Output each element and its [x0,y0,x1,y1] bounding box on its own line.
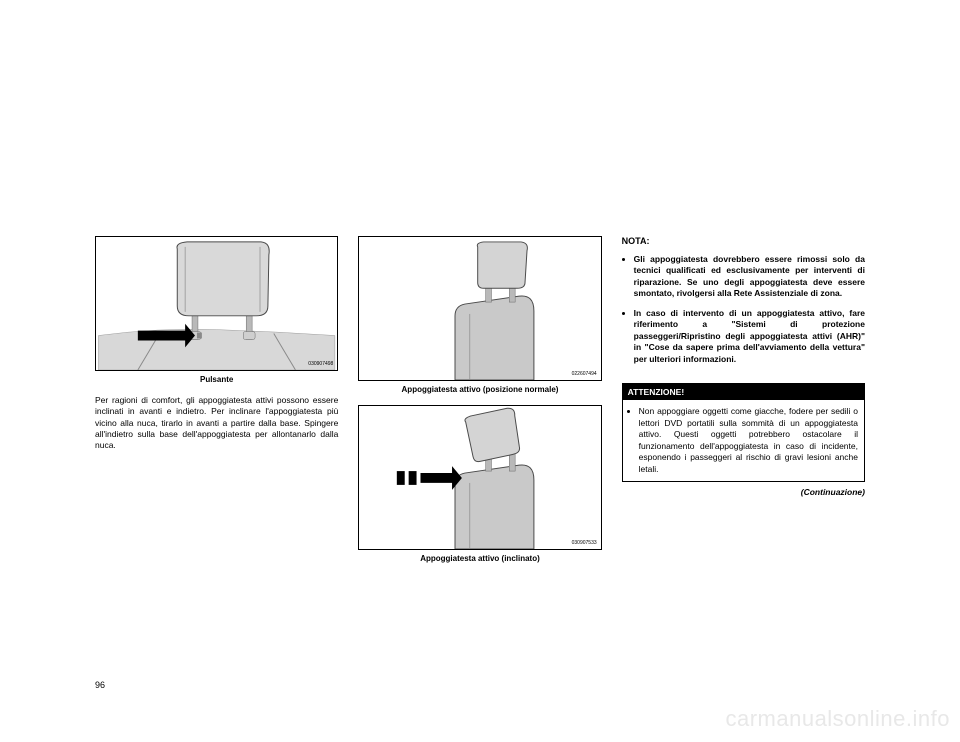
figure-caption-inclined: Appoggiatesta attivo (inclinato) [358,554,601,564]
continuation-label: (Continuazione) [622,487,865,497]
page-number: 96 [95,680,105,690]
note-item: In caso di intervento di un appoggiatest… [634,308,865,365]
figure-caption-normal: Appoggiatesta attivo (posizione normale) [358,385,601,395]
paragraph-comfort: Per ragioni di comfort, gli appoggiatest… [95,395,338,452]
headrest-inclined-illustration [359,406,600,549]
figure-id: 030907498 [308,361,333,367]
warning-item: Non appoggiare oggetti come giacche, fod… [639,406,858,475]
warning-body: Non appoggiare oggetti come giacche, fod… [623,400,864,481]
warning-box: ATTENZIONE! Non appoggiare oggetti come … [622,383,865,482]
figure-normal-position: 022607494 [358,236,601,381]
figure-id: 022607494 [572,371,597,377]
notes-list: Gli appoggiatesta dovrebbero essere rimo… [622,254,865,373]
figure-pulsante: 030907498 [95,236,338,371]
headrest-button-illustration [96,237,337,370]
column-3: NOTA: Gli appoggiatesta dovrebbero esser… [622,236,865,666]
figure-id: 030907533 [572,540,597,546]
note-item: Gli appoggiatesta dovrebbero essere rimo… [634,254,865,300]
nota-heading: NOTA: [622,236,865,246]
watermark: carmanualsonline.info [725,706,950,732]
warning-header: ATTENZIONE! [623,384,864,400]
figure-inclined: 030907533 [358,405,601,550]
figure-caption-pulsante: Pulsante [95,375,338,385]
column-1: 030907498 Pulsante Per ragioni di comfor… [95,236,338,666]
tilt-arrow-icon [397,466,462,490]
page-content: 030907498 Pulsante Per ragioni di comfor… [95,236,865,666]
headrest-normal-illustration [359,237,600,380]
column-2: 022607494 Appoggiatesta attivo (posizion… [358,236,601,666]
